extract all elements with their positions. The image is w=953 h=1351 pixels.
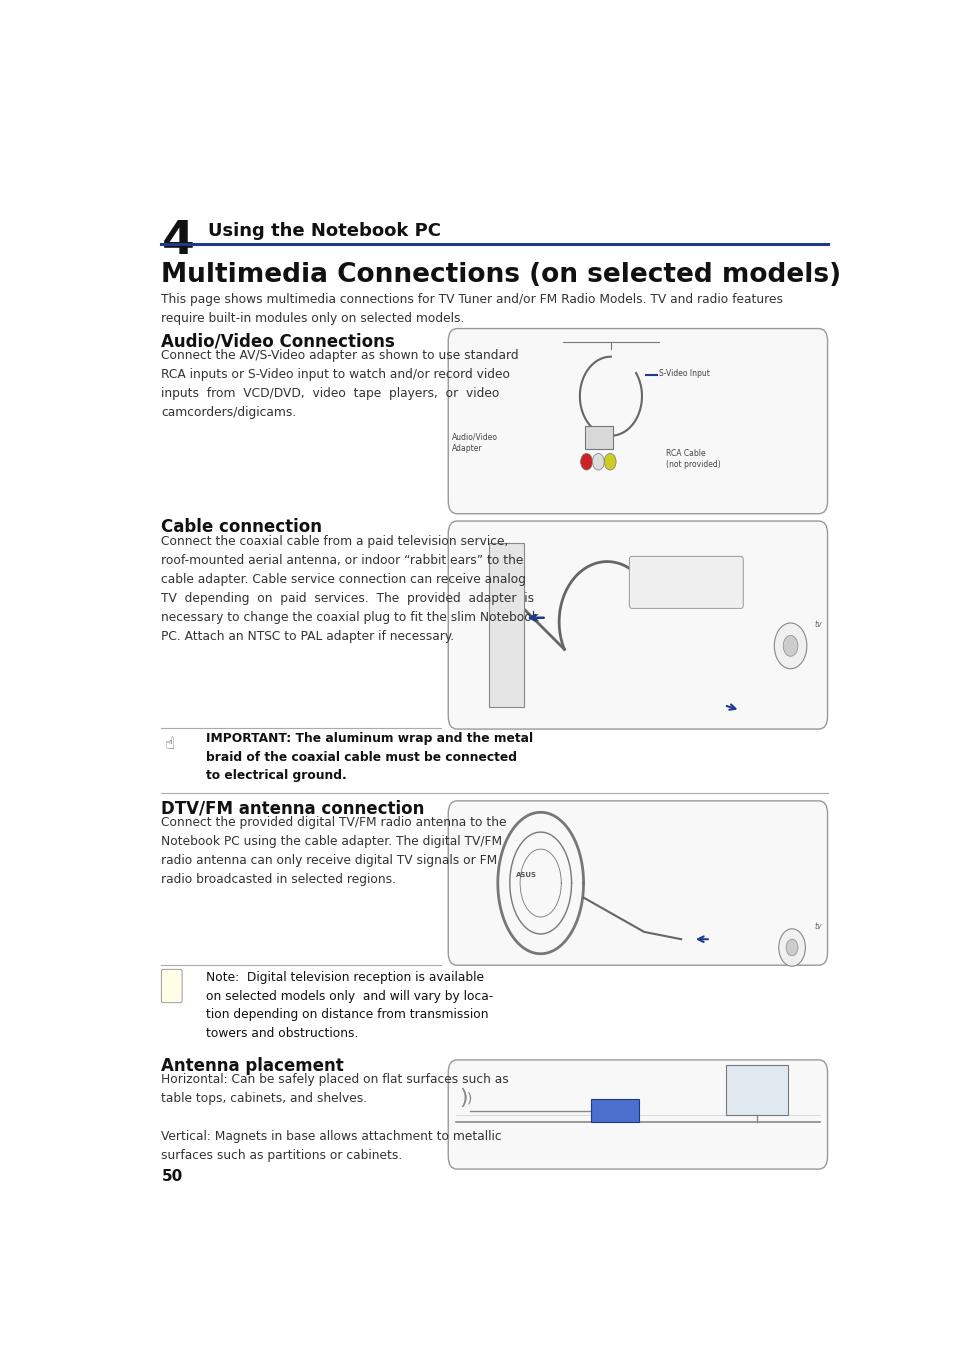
FancyBboxPatch shape xyxy=(629,557,742,608)
Text: ☝: ☝ xyxy=(165,735,175,754)
Text: 50: 50 xyxy=(161,1169,182,1183)
Text: ): ) xyxy=(466,1092,472,1105)
Text: i: i xyxy=(171,979,172,989)
FancyBboxPatch shape xyxy=(448,328,826,513)
Text: Antenna placement: Antenna placement xyxy=(161,1056,344,1075)
Text: RCA Cable
(not provided): RCA Cable (not provided) xyxy=(665,450,720,469)
Text: Connect the provided digital TV/FM radio antenna to the
Notebook PC using the ca: Connect the provided digital TV/FM radio… xyxy=(161,816,506,886)
Text: 4: 4 xyxy=(161,219,194,265)
Text: asus: asus xyxy=(592,434,605,439)
Bar xyxy=(488,543,524,707)
FancyBboxPatch shape xyxy=(448,801,826,965)
Text: Cable connection: Cable connection xyxy=(161,517,322,536)
Circle shape xyxy=(778,928,804,966)
Circle shape xyxy=(580,454,592,470)
Text: Use an NTSC to PAL
adapter if necessary.: Use an NTSC to PAL adapter if necessary. xyxy=(635,581,704,594)
Circle shape xyxy=(785,939,797,957)
Text: Note:  Digital television reception is available
on selected models only  and wi: Note: Digital television reception is av… xyxy=(206,971,493,1040)
Circle shape xyxy=(774,623,806,669)
Text: Connect the AV/S-Video adapter as shown to use standard
RCA inputs or S-Video in: Connect the AV/S-Video adapter as shown … xyxy=(161,350,518,419)
Text: Audio/Video Connections: Audio/Video Connections xyxy=(161,332,395,351)
Text: ASUS: ASUS xyxy=(516,871,537,878)
Text: tv: tv xyxy=(813,921,821,931)
Text: Multimedia Connections (on selected models): Multimedia Connections (on selected mode… xyxy=(161,262,841,288)
Text: S-Video Input: S-Video Input xyxy=(659,369,709,378)
Text: Using the Notebook PC: Using the Notebook PC xyxy=(208,223,440,240)
Text: IMPORTANT: The aluminum wrap and the metal
braid of the coaxial cable must be co: IMPORTANT: The aluminum wrap and the met… xyxy=(206,732,533,782)
Text: ): ) xyxy=(459,1089,468,1108)
Circle shape xyxy=(782,635,797,657)
FancyBboxPatch shape xyxy=(448,521,826,730)
Text: Horizontal: Can be safely placed on flat surfaces such as
table tops, cabinets, : Horizontal: Can be safely placed on flat… xyxy=(161,1074,509,1162)
Circle shape xyxy=(603,454,616,470)
Bar xyxy=(590,1100,639,1123)
Text: Connect the coaxial cable from a paid television service,
roof-mounted aerial an: Connect the coaxial cable from a paid te… xyxy=(161,535,538,643)
Text: This page shows multimedia connections for TV Tuner and/or FM Radio Models. TV a: This page shows multimedia connections f… xyxy=(161,293,782,326)
Bar xyxy=(584,427,613,450)
Text: tv: tv xyxy=(813,620,821,628)
Bar xyxy=(724,1065,787,1115)
Circle shape xyxy=(592,454,603,470)
Text: Audio/Video
Adapter: Audio/Video Adapter xyxy=(452,432,497,453)
FancyBboxPatch shape xyxy=(161,970,182,1002)
Text: DTV/FM antenna connection: DTV/FM antenna connection xyxy=(161,800,424,817)
FancyBboxPatch shape xyxy=(448,1061,826,1169)
